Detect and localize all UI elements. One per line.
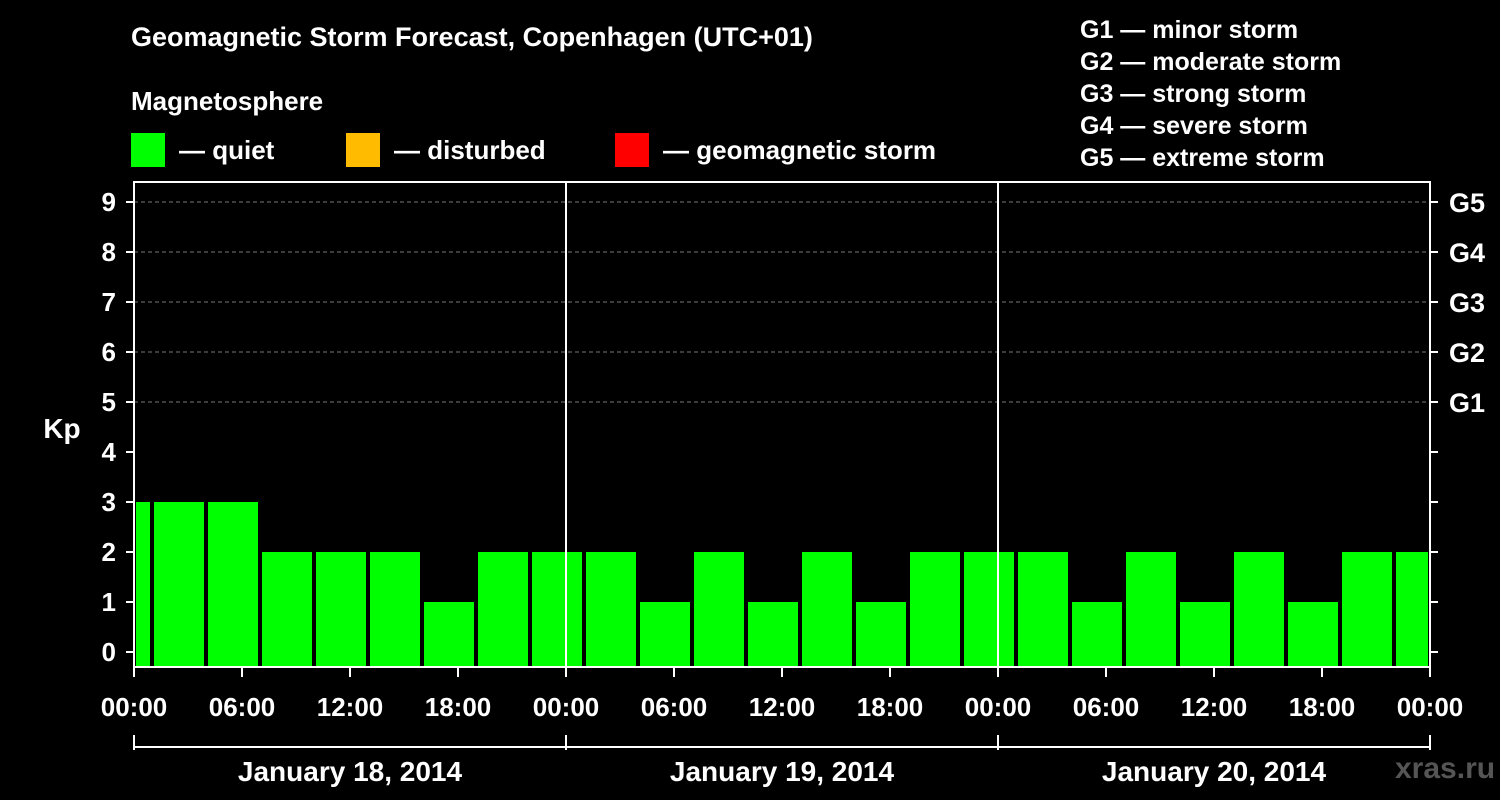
y-tick-label: 9 <box>102 187 116 217</box>
g-scale-entry: G4 — severe storm <box>1080 112 1308 140</box>
g-scale-entry: G5 — extreme storm <box>1080 144 1325 172</box>
date-label: January 20, 2014 <box>1102 756 1327 787</box>
kp-bar <box>208 502 258 667</box>
x-tick-label: 00:00 <box>533 692 600 722</box>
x-tick-label: 18:00 <box>425 692 492 722</box>
x-tick-label: 12:00 <box>317 692 384 722</box>
y-tick-label: 8 <box>102 237 116 267</box>
x-tick-label: 12:00 <box>1181 692 1248 722</box>
g-scale-entry: G1 — minor storm <box>1080 16 1299 44</box>
kp-bar <box>532 552 582 667</box>
g-level-label: G5 <box>1449 188 1485 218</box>
kp-bar <box>1180 602 1230 667</box>
x-tick-label: 06:00 <box>641 692 708 722</box>
y-tick-label: 3 <box>102 487 116 517</box>
disturbed-swatch <box>346 133 380 167</box>
y-tick-label: 0 <box>102 637 116 667</box>
legend-label-storm: — geomagnetic storm <box>663 134 937 165</box>
y-axis-label: Kp <box>43 413 80 444</box>
storm-swatch <box>615 133 649 167</box>
y-tick-label: 5 <box>102 387 116 417</box>
kp-bar <box>316 552 366 667</box>
kp-bar <box>370 552 420 667</box>
kp-bar <box>1072 602 1122 667</box>
kp-bar <box>964 552 1014 667</box>
x-tick-label: 18:00 <box>857 692 924 722</box>
kp-bar <box>1126 552 1176 667</box>
y-tick-label: 2 <box>102 537 116 567</box>
x-tick-label: 06:00 <box>1073 692 1140 722</box>
kp-bar <box>802 552 852 667</box>
kp-bar <box>1342 552 1392 667</box>
g-level-label: G3 <box>1449 288 1485 318</box>
g-scale-entry: G3 — strong storm <box>1080 80 1307 108</box>
g-level-label: G4 <box>1449 238 1485 268</box>
kp-bar <box>262 552 312 667</box>
watermark: xras.ru <box>1395 752 1496 785</box>
kp-bar <box>478 552 528 667</box>
date-label: January 19, 2014 <box>670 756 895 787</box>
x-tick-label: 00:00 <box>965 692 1032 722</box>
g-scale-legend: G1 — minor storm G2 — moderate storm G3 … <box>1080 14 1341 174</box>
kp-bar <box>910 552 960 667</box>
kp-bar <box>1396 552 1428 667</box>
x-tick-label: 18:00 <box>1289 692 1356 722</box>
legend-label-quiet: — quiet <box>179 134 275 165</box>
g-scale-entry: G2 — moderate storm <box>1080 48 1342 76</box>
kp-bar <box>1234 552 1284 667</box>
g-level-label: G2 <box>1449 338 1485 368</box>
kp-bar <box>1288 602 1338 667</box>
kp-bar <box>640 602 690 667</box>
legend-item-storm: — geomagnetic storm <box>615 133 936 167</box>
legend-label-disturbed: — disturbed <box>394 134 546 165</box>
quiet-swatch <box>131 133 165 167</box>
x-tick-label: 12:00 <box>749 692 816 722</box>
legend-item-disturbed: — disturbed <box>346 133 546 167</box>
g-level-label: G1 <box>1449 388 1485 418</box>
kp-bar <box>424 602 474 667</box>
legend-item-quiet: — quiet <box>131 133 274 167</box>
chart-title: Geomagnetic Storm Forecast, Copenhagen (… <box>131 22 813 52</box>
kp-bar <box>586 552 636 667</box>
y-tick-label: 7 <box>102 287 116 317</box>
y-tick-label: 6 <box>102 337 116 367</box>
date-label: January 18, 2014 <box>238 756 463 787</box>
x-tick-label: 06:00 <box>209 692 276 722</box>
section-label: Magnetosphere <box>131 86 324 116</box>
kp-bar <box>154 502 204 667</box>
kp-bar <box>694 552 744 667</box>
kp-bar <box>856 602 906 667</box>
y-tick-label: 1 <box>102 587 116 617</box>
x-tick-label: 00:00 <box>101 692 168 722</box>
y-tick-label: 4 <box>102 437 117 467</box>
kp-bar <box>748 602 798 667</box>
kp-bar <box>1018 552 1068 667</box>
kp-bar <box>136 502 150 667</box>
x-tick-label: 00:00 <box>1397 692 1464 722</box>
